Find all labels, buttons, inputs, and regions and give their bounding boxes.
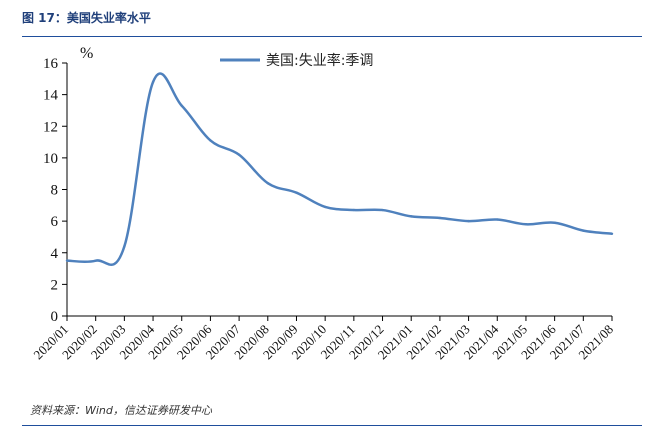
figure-title: 图 17：美国失业率水平 xyxy=(22,11,151,25)
series-layer xyxy=(65,72,614,266)
data-point xyxy=(266,181,269,185)
data-point xyxy=(610,232,614,235)
data-point xyxy=(151,80,155,84)
y-unit-label: % xyxy=(80,45,93,62)
y-tick-label: 6 xyxy=(51,214,59,230)
legend-label: 美国:失业率:季调 xyxy=(266,52,373,69)
data-point xyxy=(94,259,97,262)
series-line-0 xyxy=(66,72,613,266)
x-axis-ticks: 2020/012020/022020/032020/042020/052020/… xyxy=(30,316,616,362)
data-point xyxy=(323,205,327,209)
y-tick-label: 8 xyxy=(51,183,59,199)
data-point xyxy=(467,219,470,223)
y-tick-label: 16 xyxy=(43,56,59,72)
y-tick-label: 14 xyxy=(43,88,59,104)
data-point xyxy=(410,215,413,218)
data-point xyxy=(123,245,126,248)
data-point xyxy=(496,218,499,221)
data-point xyxy=(553,221,556,224)
data-point xyxy=(237,153,241,156)
legend: 美国:失业率:季调 xyxy=(220,52,373,69)
data-point xyxy=(352,208,356,212)
y-tick-label: 2 xyxy=(51,277,59,293)
data-point xyxy=(524,223,528,226)
data-point xyxy=(582,229,585,232)
data-point xyxy=(438,216,442,220)
data-point xyxy=(295,191,298,194)
data-point xyxy=(65,259,69,262)
data-point xyxy=(381,208,384,212)
y-tick-label: 10 xyxy=(43,151,58,167)
y-axis-ticks: 0 2 4 6 8 10 12 14 16 xyxy=(43,56,67,325)
data-point xyxy=(209,139,212,142)
y-tick-label: 12 xyxy=(43,119,58,135)
source-note: 资料来源：Wind，信达证券研发中心 xyxy=(30,404,212,417)
top-rule xyxy=(22,36,642,37)
data-point xyxy=(180,104,183,107)
y-tick-label: 0 xyxy=(51,309,59,325)
y-tick-label: 4 xyxy=(51,246,59,262)
bottom-rule xyxy=(22,425,642,426)
